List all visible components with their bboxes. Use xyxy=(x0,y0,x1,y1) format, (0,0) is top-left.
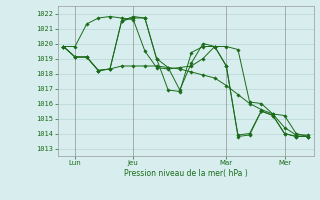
X-axis label: Pression niveau de la mer( hPa ): Pression niveau de la mer( hPa ) xyxy=(124,169,247,178)
